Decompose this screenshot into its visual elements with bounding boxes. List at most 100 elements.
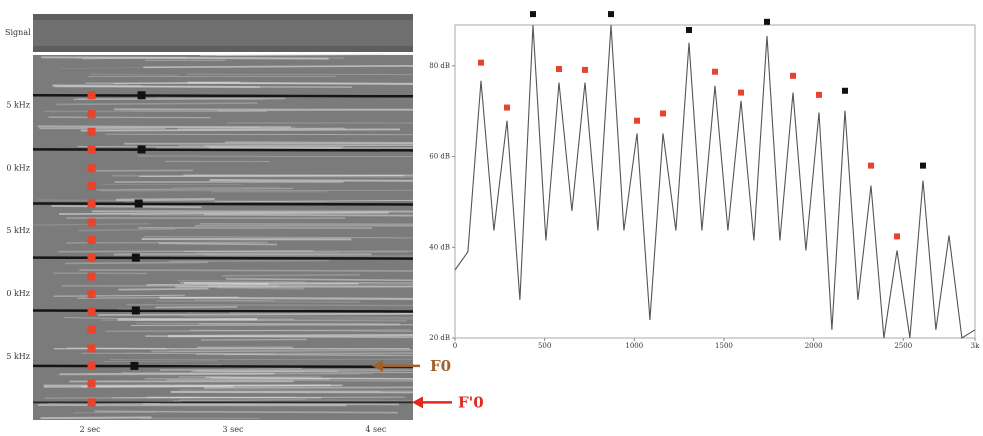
texture xyxy=(200,53,414,57)
marker xyxy=(87,127,96,136)
marker xyxy=(87,398,96,407)
marker xyxy=(131,306,140,315)
harmonic-line xyxy=(32,309,414,313)
peak-marker xyxy=(660,110,666,117)
harmonic-line xyxy=(32,94,414,98)
arrow-head xyxy=(372,359,383,372)
texture xyxy=(41,56,329,60)
peak-marker xyxy=(816,91,822,98)
peak-marker xyxy=(634,117,640,124)
texture xyxy=(105,133,414,136)
texture xyxy=(56,374,229,377)
texture xyxy=(56,102,258,106)
harmonic-line xyxy=(32,364,414,369)
texture xyxy=(97,313,414,316)
texture xyxy=(73,97,285,101)
texture xyxy=(195,353,414,357)
peak-marker xyxy=(738,89,744,96)
marker xyxy=(137,91,146,100)
texture xyxy=(85,82,414,85)
peak-marker xyxy=(842,87,848,94)
texture xyxy=(183,315,414,318)
x-tick-label: 2 sec xyxy=(80,425,101,434)
x-tick-label: 1500 xyxy=(715,342,733,350)
marker xyxy=(137,145,146,154)
texture xyxy=(203,386,414,389)
texture xyxy=(199,323,400,326)
texture xyxy=(169,351,414,353)
texture xyxy=(94,410,398,414)
signal-band xyxy=(33,20,413,46)
texture xyxy=(135,322,401,325)
texture xyxy=(226,278,414,282)
x-tick-label: 4 sec xyxy=(365,425,386,434)
marker xyxy=(130,361,139,370)
x-tick-label: 0 xyxy=(453,342,457,350)
spectrum-line xyxy=(454,24,976,339)
harmonic-line xyxy=(32,148,414,152)
texture xyxy=(209,179,414,182)
peak-marker xyxy=(582,66,588,73)
texture xyxy=(224,352,414,356)
texture xyxy=(80,128,401,132)
texture xyxy=(209,146,414,149)
texture xyxy=(105,329,411,333)
texture xyxy=(79,269,414,272)
texture xyxy=(205,376,414,380)
marker xyxy=(87,253,96,262)
texture xyxy=(81,352,274,355)
texture xyxy=(73,411,157,414)
texture xyxy=(37,125,291,129)
texture xyxy=(168,259,329,263)
y-tick-label: 60 dB xyxy=(429,153,450,161)
y-tick-label: 0 kHz xyxy=(6,289,30,298)
texture xyxy=(184,282,269,285)
texture xyxy=(126,352,414,355)
texture xyxy=(158,242,277,246)
y-tick-label: 0 kHz xyxy=(6,163,30,172)
peak-marker xyxy=(790,72,796,79)
marker xyxy=(87,218,96,227)
y-tick-label: 5 kHz xyxy=(6,100,30,109)
texture xyxy=(130,324,414,327)
y-tick-label: 5 kHz xyxy=(6,352,30,361)
texture xyxy=(229,312,414,314)
texture xyxy=(66,241,268,244)
texture xyxy=(54,85,352,88)
texture xyxy=(166,378,414,382)
marker xyxy=(87,272,96,281)
texture xyxy=(112,396,405,399)
texture xyxy=(44,396,199,399)
harmonic-line xyxy=(32,256,414,260)
texture xyxy=(225,141,414,144)
marker xyxy=(87,199,96,208)
texture xyxy=(159,296,414,301)
texture xyxy=(139,174,404,178)
marker xyxy=(134,199,143,208)
x-tick-label: 500 xyxy=(538,342,551,350)
texture xyxy=(90,73,179,76)
texture xyxy=(40,416,152,420)
plot-area xyxy=(454,24,976,339)
texture xyxy=(205,254,414,258)
texture xyxy=(65,261,208,265)
marker xyxy=(87,181,96,190)
peak-marker xyxy=(504,104,510,111)
peak-marker xyxy=(686,26,692,33)
texture xyxy=(168,333,414,338)
marker xyxy=(87,379,96,388)
texture xyxy=(67,347,167,350)
texture xyxy=(191,370,414,373)
texture xyxy=(203,213,414,217)
texture xyxy=(172,399,306,402)
harmonic-line xyxy=(32,202,414,206)
marker xyxy=(87,110,96,119)
texture xyxy=(111,174,414,178)
texture xyxy=(134,319,407,322)
peak-marker xyxy=(608,11,614,18)
texture xyxy=(177,127,345,130)
marker xyxy=(87,307,96,316)
texture xyxy=(142,402,400,406)
texture xyxy=(144,236,414,239)
